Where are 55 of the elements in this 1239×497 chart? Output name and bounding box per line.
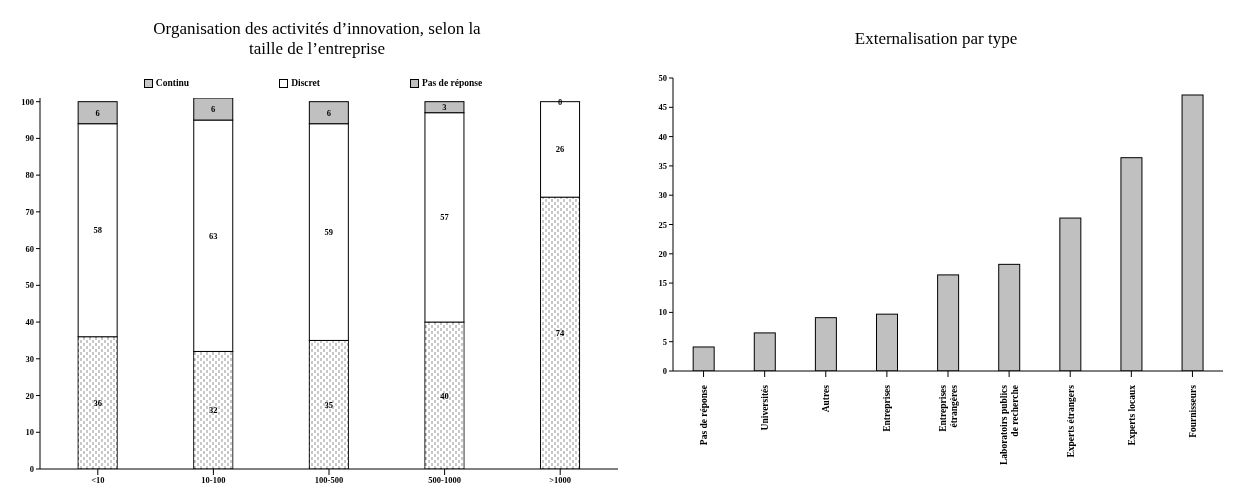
- y-tick-label: 45: [658, 102, 667, 113]
- y-tick-label: 30: [658, 190, 667, 201]
- x-tick-label: Experts étrangers: [1065, 384, 1076, 458]
- data-label: 3: [442, 102, 447, 113]
- y-tick-label: 40: [658, 131, 667, 142]
- x-tick-label: 10-100: [201, 475, 226, 486]
- x-tick-label: Autres: [821, 384, 832, 413]
- data-label: 40: [440, 390, 449, 401]
- x-tick-label: 500-1000: [428, 475, 461, 486]
- y-tick-label: 60: [25, 243, 34, 254]
- data-label: 6: [95, 107, 100, 118]
- data-label: 26: [555, 144, 565, 155]
- y-tick-label: 30: [25, 353, 34, 364]
- legend-label: Pas de réponse: [421, 78, 483, 88]
- y-tick-label: 50: [25, 280, 34, 291]
- y-tick-label: 20: [658, 248, 667, 259]
- x-tick-label: <10: [91, 475, 105, 486]
- data-label: 6: [326, 107, 331, 118]
- chart-title: Organisation des activités d’innovation, selon la taille de l’entreprise: [152, 19, 482, 59]
- y-tick-label: 20: [25, 390, 34, 401]
- y-tick-label: 90: [25, 133, 34, 144]
- x-tick-label: Universités: [760, 384, 771, 431]
- y-tick-label: 50: [658, 73, 667, 84]
- x-tick-label: Fournisseurs: [1187, 384, 1198, 438]
- legend-label: Discret: [291, 78, 320, 88]
- y-tick-label: 40: [25, 317, 34, 328]
- y-tick-label: 10: [25, 427, 34, 438]
- y-tick-label: 0: [662, 366, 667, 377]
- y-tick-label: 5: [662, 336, 667, 347]
- x-tick-label: 100-500: [314, 475, 344, 486]
- y-tick-label: 35: [658, 160, 667, 171]
- data-label: 58: [93, 225, 102, 236]
- data-label: 74: [555, 328, 566, 339]
- x-tick-label: Entreprises: [882, 384, 893, 432]
- y-tick-label: 25: [658, 219, 667, 230]
- data-label: 6: [211, 104, 216, 115]
- data-label: 36: [93, 397, 102, 408]
- data-label: 59: [324, 227, 334, 238]
- y-tick-label: 100: [21, 96, 34, 107]
- y-tick-label: 0: [29, 464, 34, 475]
- x-tick-label: Pas de réponse: [699, 385, 710, 446]
- y-tick-label: 80: [25, 170, 34, 181]
- data-label: 35: [324, 399, 334, 410]
- chart-title: Externalisation par type: [853, 29, 1019, 49]
- legend-label: Continu: [155, 78, 190, 88]
- data-label: 57: [440, 212, 450, 223]
- data-label: 0: [557, 96, 563, 107]
- x-tick-label: >1000: [549, 475, 572, 486]
- y-tick-label: 70: [25, 206, 34, 217]
- y-tick-label: 15: [658, 278, 667, 289]
- data-label: 63: [209, 230, 218, 241]
- x-tick-label: Entreprises étrangères: [938, 384, 959, 432]
- x-tick-label: Experts locaux: [1126, 384, 1137, 446]
- data-label: 32: [209, 405, 218, 416]
- y-tick-label: 10: [658, 307, 667, 318]
